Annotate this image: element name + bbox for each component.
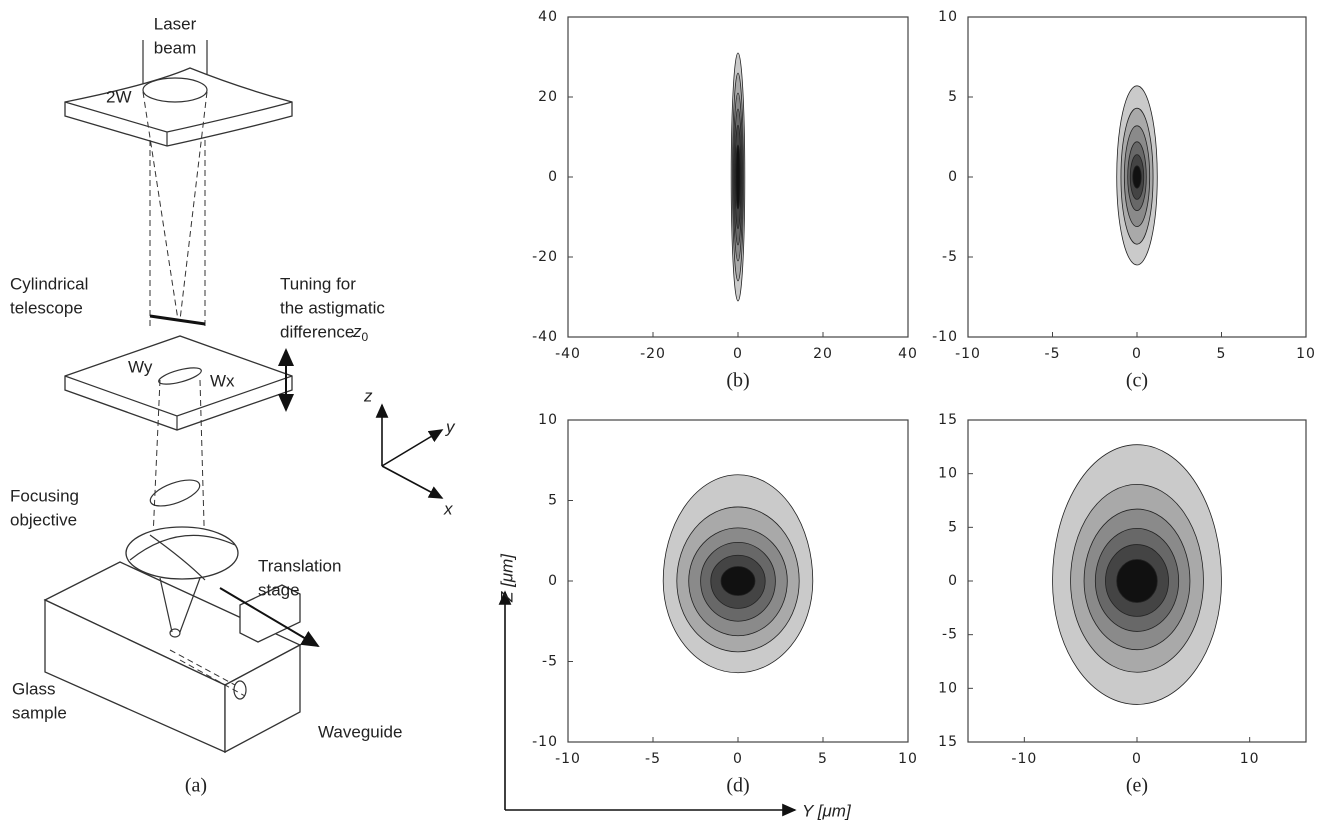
y-tick-label: -5 — [542, 654, 558, 670]
x-tick-label: -20 — [640, 346, 666, 362]
axis-arrow — [381, 465, 444, 499]
contour — [1132, 166, 1142, 188]
label-wx: Wx — [210, 371, 235, 390]
stage — [239, 584, 301, 643]
beam-ray — [179, 91, 208, 321]
y-tick-label: 15 — [938, 412, 958, 428]
y-tick-label: 0 — [548, 573, 558, 589]
y-tick-label: 5 — [948, 89, 958, 105]
lens-detail — [129, 534, 236, 581]
x-tick-label: -10 — [555, 751, 581, 767]
subscript: 0 — [362, 330, 369, 344]
x-tick-label: 5 — [818, 751, 828, 767]
y-tick-label: 10 — [938, 466, 958, 482]
beam-ellipse — [149, 479, 201, 507]
panel-label: (c) — [1126, 370, 1148, 392]
x-tick-label: 20 — [813, 346, 833, 362]
waveguide-end — [233, 680, 247, 700]
diagram-label: Laser — [154, 14, 197, 33]
contour — [1116, 559, 1158, 603]
diagram-label: Focusing — [10, 486, 79, 505]
y-tick-label: -10 — [532, 734, 558, 750]
panel-label: (b) — [726, 370, 749, 392]
beam-ray — [142, 91, 179, 321]
diagram-label: beam — [154, 38, 197, 57]
y-tick-label: 5 — [548, 493, 558, 509]
label-2w: 2W — [106, 87, 132, 106]
axis-label: z — [363, 386, 373, 405]
diagram-label: telescope — [10, 298, 83, 317]
axis-label: y — [445, 417, 456, 436]
plate-edge — [64, 375, 293, 430]
contour — [720, 566, 756, 596]
plate-edge — [64, 101, 293, 146]
x-tick-label: 10 — [1296, 346, 1316, 362]
y-tick-label: -40 — [532, 329, 558, 345]
axis-arrow — [381, 429, 444, 467]
focal-line — [149, 314, 206, 326]
axis-label: x — [443, 499, 453, 518]
lens-plate — [64, 67, 293, 147]
y-tick-label: 40 — [538, 9, 558, 25]
x-tick-label: 40 — [898, 346, 918, 362]
x-tick-label: -10 — [955, 346, 981, 362]
objective-lens — [125, 526, 239, 580]
label-wy: Wy — [128, 357, 153, 376]
diagram-label: Glass — [12, 679, 55, 698]
beam-spot — [142, 77, 208, 103]
diagram-label: sample — [12, 703, 67, 722]
x-tick-label: 0 — [1132, 751, 1142, 767]
y-tick-label: -5 — [942, 249, 958, 265]
diagram-label: stage — [258, 580, 300, 599]
y-tick-label: 0 — [948, 573, 958, 589]
y-tick-label: -5 — [942, 627, 958, 643]
y-tick-label: 10 — [538, 412, 558, 428]
focus-spot — [169, 628, 181, 638]
panel-label: (a) — [185, 775, 207, 797]
y-tick-label: 15 — [938, 734, 958, 750]
panel-label: (e) — [1126, 775, 1148, 797]
x-tick-label: -10 — [1011, 751, 1037, 767]
sample-side — [224, 643, 301, 754]
x-tick-label: 0 — [733, 346, 743, 362]
diagram-label: Tuning for — [280, 274, 356, 293]
diagram-label: Translation — [258, 556, 341, 575]
y-tick-label: 5 — [948, 519, 958, 535]
y-tick-label: -20 — [532, 249, 558, 265]
diagram-label: Cylindrical — [10, 274, 88, 293]
x-tick-label: 10 — [1240, 751, 1260, 767]
focus-cone — [179, 577, 201, 633]
tuning-symbol: z0 — [352, 322, 369, 344]
x-tick-label: 10 — [898, 751, 918, 767]
x-tick-label: 0 — [1132, 346, 1142, 362]
y-tick-label: 0 — [948, 169, 958, 185]
contour — [735, 144, 741, 210]
y-tick-label: -10 — [932, 329, 958, 345]
focus-cone — [159, 577, 173, 633]
beam-spot — [158, 367, 202, 385]
y-title: Y [μm] — [802, 801, 852, 820]
symbol: z — [352, 322, 362, 341]
x-tick-label: 5 — [1217, 346, 1227, 362]
diagram-label: difference — [280, 322, 354, 341]
panel-label: (d) — [726, 775, 749, 797]
stage-arrow — [219, 587, 320, 648]
x-tick-label: -5 — [645, 751, 661, 767]
diagram-label: objective — [10, 510, 77, 529]
z-title: Z [μm] — [497, 553, 516, 603]
x-tick-label: -5 — [1045, 346, 1061, 362]
y-tick-label: 20 — [538, 89, 558, 105]
y-tick-label: 10 — [938, 680, 958, 696]
y-tick-label: 10 — [938, 9, 958, 25]
y-tick-label: 0 — [548, 169, 558, 185]
x-tick-label: 0 — [733, 751, 743, 767]
diagram-label: the astigmatic — [280, 298, 385, 317]
setup-diagram: 2W Wy Wx z y x Waveguide (a) z0 Laserbea… — [10, 14, 456, 796]
waveguide-label: Waveguide — [318, 722, 402, 741]
x-tick-label: -40 — [555, 346, 581, 362]
